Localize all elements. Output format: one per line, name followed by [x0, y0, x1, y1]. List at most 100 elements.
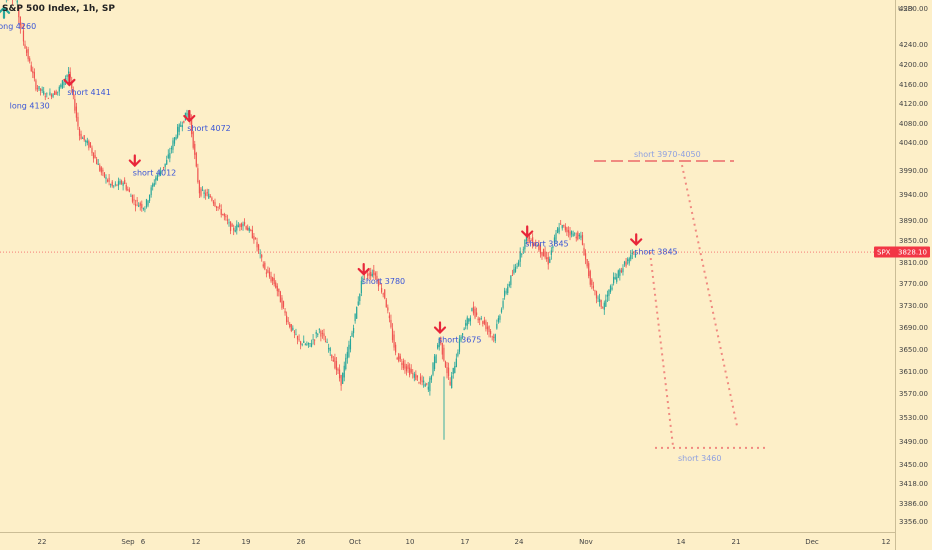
target-zone-label: short 3970-4050 — [634, 150, 701, 159]
candle-body — [482, 321, 484, 324]
candle-body — [259, 252, 261, 254]
candle-body — [631, 252, 633, 255]
candle-body — [405, 366, 408, 372]
candle-body — [426, 383, 428, 385]
candle-body — [134, 204, 137, 207]
candle-body — [373, 269, 375, 275]
candle-body — [588, 263, 590, 277]
candle-body — [623, 261, 626, 265]
candle-body — [349, 338, 352, 350]
candle-body — [611, 287, 613, 290]
candle-body — [395, 344, 397, 353]
candle-body — [180, 125, 182, 127]
y-tick-label: 3490.00 — [899, 438, 928, 446]
candle-body — [583, 247, 585, 256]
candle-body — [432, 363, 434, 375]
trade-annotation-label: short 3845 — [525, 240, 568, 249]
candle-body — [289, 323, 291, 327]
candle-body — [127, 189, 129, 191]
candle-body — [49, 92, 51, 95]
candle-body — [36, 88, 39, 90]
candle-body — [161, 170, 163, 172]
y-tick-label: 3418.00 — [899, 480, 928, 488]
candle-body — [385, 299, 387, 308]
candle-body — [381, 287, 383, 293]
candle-body — [468, 318, 470, 322]
candle-body — [622, 268, 624, 273]
candle-body — [116, 184, 118, 186]
candle-body — [348, 344, 350, 357]
candle-body — [368, 273, 370, 276]
candle-body — [148, 194, 151, 201]
candle-body — [390, 319, 392, 328]
x-tick-label: Dec — [805, 538, 819, 546]
y-tick-label: 4040.00 — [899, 139, 928, 147]
candle-body — [572, 233, 574, 237]
candle-body — [52, 94, 54, 97]
candle-body — [77, 116, 79, 127]
candle-body — [44, 96, 46, 98]
candle-body — [318, 328, 320, 330]
candle-body — [409, 367, 411, 376]
trade-annotation-label: long 4260 — [0, 22, 36, 31]
candle-body — [276, 285, 278, 292]
candle-body — [398, 353, 400, 362]
x-tick-label: 22 — [38, 538, 47, 546]
candle-body — [535, 242, 537, 247]
candle-body — [382, 293, 384, 295]
target-zone-label: short 3460 — [678, 454, 721, 463]
candle-body — [404, 363, 406, 369]
y-tick-label: 4280.00 — [899, 5, 928, 13]
candle-body — [603, 302, 605, 310]
candle-body — [440, 337, 442, 344]
candle-body — [374, 273, 376, 276]
candle-body — [608, 289, 610, 296]
candle-body — [220, 209, 222, 215]
candle-body — [292, 327, 294, 330]
candle-body — [301, 344, 303, 346]
x-tick-label: 26 — [297, 538, 306, 546]
candle-body — [309, 343, 311, 344]
time-axis[interactable]: 22 Sep 6 12 19 26 Oct 10 17 24 Nov 14 21 Dec 12 — [38, 538, 891, 546]
trade-annotations: long 4260 long 4130 short 4141 short 4012 sh… — [0, 6, 678, 345]
candle-body — [155, 177, 157, 181]
candle-body — [273, 278, 275, 285]
price-tag-value: 3828.10 — [898, 249, 927, 257]
candle-body — [54, 91, 56, 95]
candle-body — [613, 276, 615, 284]
candle-body — [465, 323, 467, 326]
candle-body — [556, 228, 559, 234]
candle-body — [424, 383, 426, 387]
candle-body — [27, 49, 29, 60]
y-tick-label: 3650.00 — [899, 346, 928, 354]
candle-body — [102, 169, 104, 172]
candle-body — [326, 342, 328, 343]
candle-body — [219, 205, 221, 207]
candle-body — [315, 331, 317, 334]
trade-annotation-label: short 3675 — [438, 336, 481, 345]
candle-body — [173, 137, 176, 144]
candle-body — [122, 182, 124, 186]
candle-body — [186, 112, 188, 119]
candle-body — [528, 236, 531, 239]
candle-body — [159, 171, 162, 176]
y-tick-label: 3810.00 — [899, 259, 928, 267]
candle-body — [223, 213, 225, 217]
candle-body — [370, 271, 372, 277]
candle-body — [240, 223, 243, 228]
candle-body — [552, 246, 554, 249]
candle-body — [71, 80, 73, 89]
candle-body — [507, 286, 509, 294]
candle-body — [233, 227, 235, 231]
candle-body — [82, 138, 84, 139]
candle-body — [541, 252, 543, 256]
candle-body — [500, 309, 503, 313]
short-arrow-icon — [128, 154, 141, 168]
short-arrow-icon — [521, 225, 534, 239]
short-arrow-icon — [630, 233, 643, 246]
x-tick-label: 12 — [882, 538, 891, 546]
candle-body — [100, 167, 102, 173]
price-axis[interactable]: 4280.00 4240.00 4200.00 4160.00 4120.00 4080.… — [899, 5, 928, 526]
candle-body — [421, 380, 423, 383]
